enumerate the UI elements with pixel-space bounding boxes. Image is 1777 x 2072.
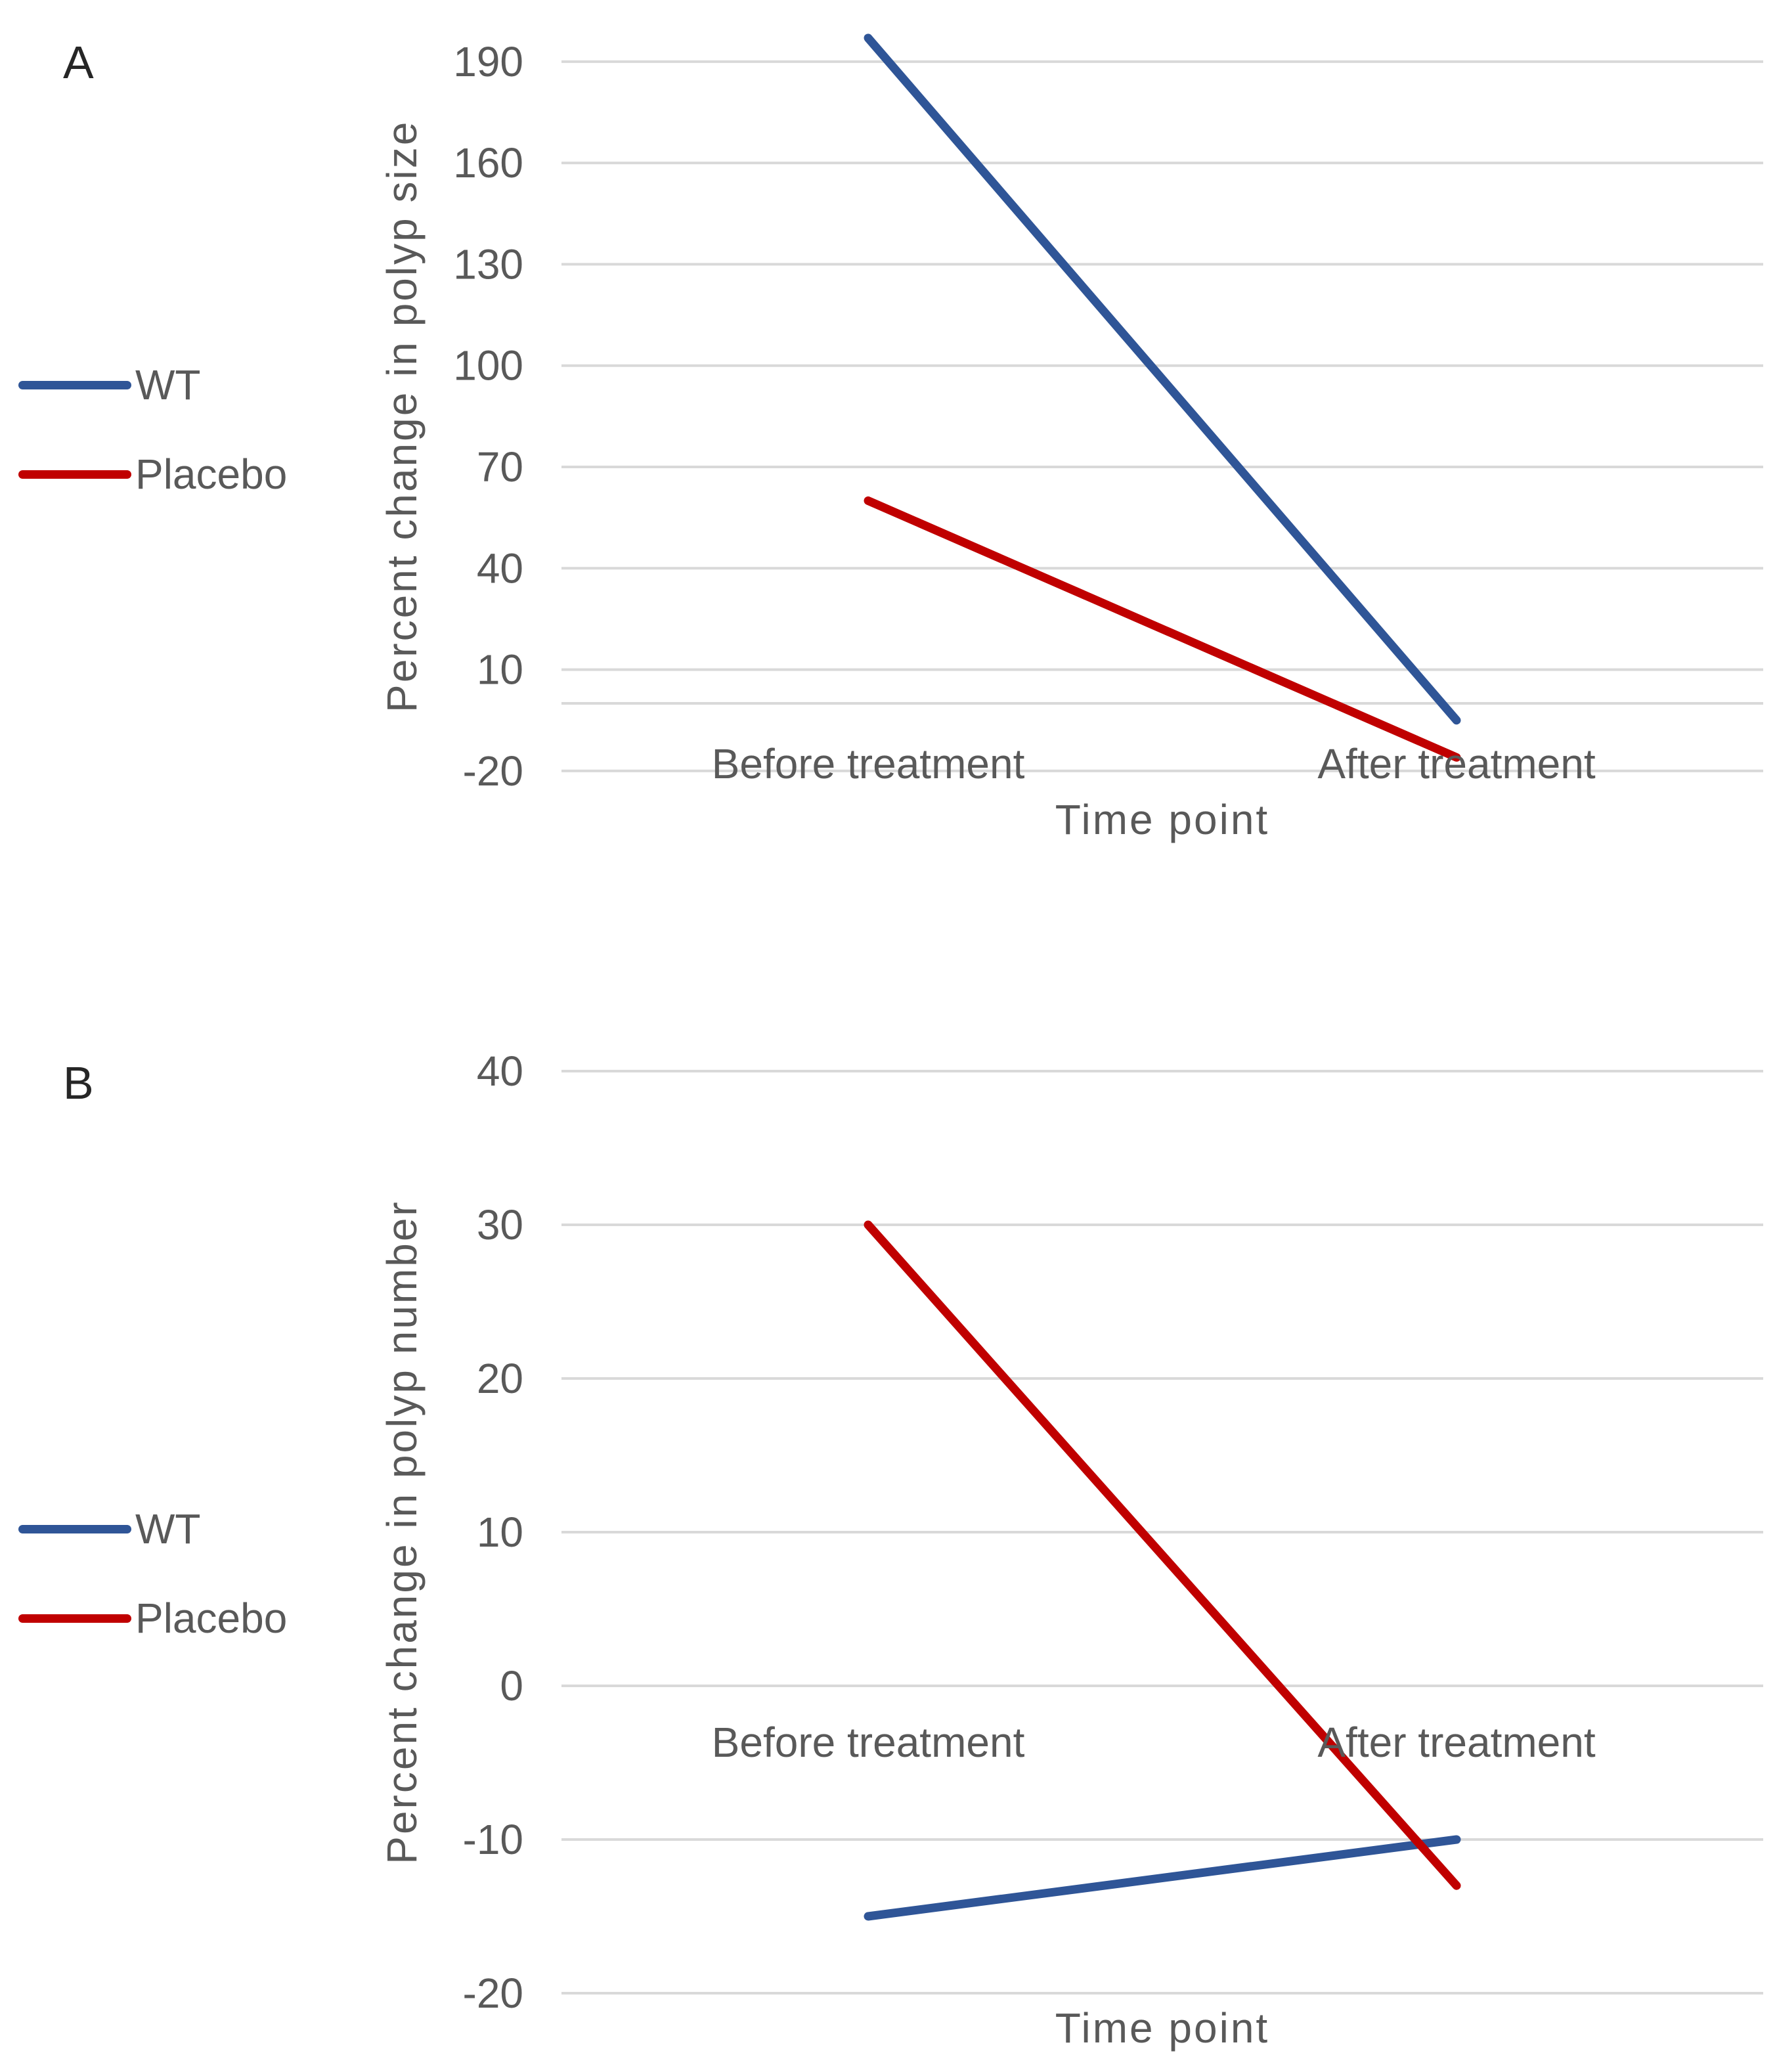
series-line-placebo bbox=[864, 1220, 1461, 1890]
legend-label-placebo: Placebo bbox=[135, 451, 288, 498]
panel-a-label: A bbox=[63, 37, 94, 88]
x-category-label: After treatment bbox=[1317, 740, 1596, 787]
y-tick-label: 10 bbox=[477, 1509, 523, 1556]
legend-item-placebo: Placebo bbox=[18, 451, 287, 498]
y-tick-label: -20 bbox=[463, 1970, 524, 2017]
panel-b: B WT Placebo 40 30 20 10 0 -10 -20 Before treat… bbox=[0, 1018, 1777, 2072]
wt-line-swatch bbox=[18, 1524, 131, 1533]
y-tick-label: 190 bbox=[453, 38, 523, 85]
y-tick-label: 10 bbox=[477, 646, 523, 694]
placebo-line-swatch bbox=[18, 1614, 131, 1623]
x-category-label: Before treatment bbox=[712, 740, 1025, 787]
legend-label-wt: WT bbox=[135, 361, 201, 408]
polyp-number-line-chart: 40 30 20 10 0 -10 -20 Before treatment After tre… bbox=[378, 1047, 1763, 2052]
y-tick-label: 70 bbox=[477, 443, 523, 491]
y-tick-label: 20 bbox=[477, 1355, 523, 1402]
legend-label-wt: WT bbox=[135, 1505, 201, 1553]
y-tick-label: 40 bbox=[477, 1047, 523, 1095]
series-line-wt bbox=[864, 1835, 1461, 1921]
polyp-size-line-chart: 190 160 130 100 70 40 10 -20 Before treatment Aft… bbox=[378, 33, 1763, 843]
wt-line-swatch bbox=[18, 380, 131, 389]
y-tick-label: -20 bbox=[463, 747, 524, 795]
panel-a-legend: WT Placebo bbox=[18, 361, 287, 498]
legend-item-wt: WT bbox=[18, 361, 287, 408]
y-tick-label: -10 bbox=[463, 1816, 524, 1863]
y-axis-title: Percent change in polyp number bbox=[378, 1200, 426, 1864]
y-tick-label: 0 bbox=[500, 1662, 523, 1709]
placebo-line-swatch bbox=[18, 470, 131, 479]
y-tick-label: 130 bbox=[453, 240, 523, 288]
x-axis-title: Time point bbox=[1055, 796, 1269, 843]
legend-item-placebo: Placebo bbox=[18, 1595, 287, 1642]
x-axis-title: Time point bbox=[1055, 2004, 1269, 2052]
panel-b-legend: WT Placebo bbox=[18, 1505, 287, 1642]
y-axis-title: Percent change in polyp size bbox=[378, 120, 426, 713]
panel-a: A WT Placebo 190 160 130 100 70 40 10 -20 Before… bbox=[0, 0, 1777, 887]
y-tick-label: 40 bbox=[477, 544, 523, 592]
panel-b-label: B bbox=[63, 1057, 94, 1109]
y-tick-label: 30 bbox=[477, 1201, 523, 1248]
series-line-wt bbox=[864, 33, 1461, 725]
x-category-label: Before treatment bbox=[712, 1719, 1025, 1766]
x-category-label: After treatment bbox=[1317, 1719, 1596, 1766]
y-tick-label: 160 bbox=[453, 139, 523, 187]
y-tick-label: 100 bbox=[453, 342, 523, 389]
series-line-placebo bbox=[864, 496, 1461, 762]
legend-label-placebo: Placebo bbox=[135, 1595, 288, 1642]
legend-item-wt: WT bbox=[18, 1505, 287, 1553]
